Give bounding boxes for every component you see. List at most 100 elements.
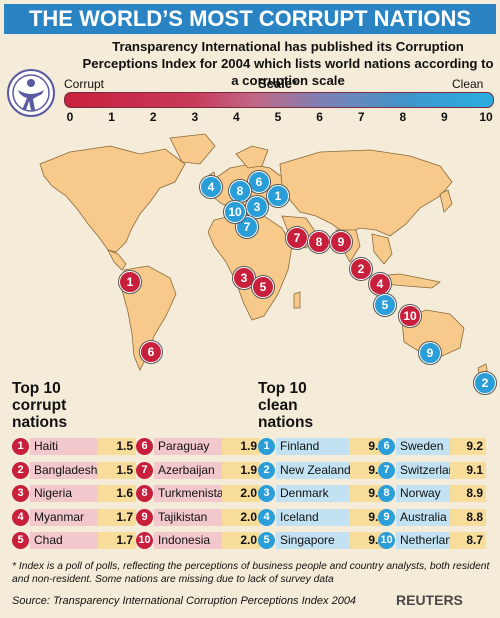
corrupt-heading-line1: Top 10 [12, 380, 61, 397]
row-name-background [276, 508, 350, 526]
clean-row: 2 New Zealand 9.6 [258, 461, 388, 479]
corrupt-heading-line2: corrupt [12, 397, 67, 414]
row-name-background [396, 508, 450, 526]
scale-corrupt-label: Corrupt [64, 77, 105, 91]
rank-badge: 5 [12, 532, 29, 549]
country-name: Sweden [400, 439, 444, 453]
clean-row: 8 Norway 8.9 [378, 485, 486, 502]
rank-badge: 6 [136, 438, 153, 455]
corrupt-row: 7 Azerbaijan 1.9 [136, 461, 260, 479]
row-name-background [276, 485, 350, 502]
row-name-background [30, 508, 98, 526]
map-marker-corrupt-6: 6 [140, 341, 162, 363]
corrupt-row: 2 Bangladesh 1.5 [12, 461, 136, 479]
row-name-background [396, 461, 450, 479]
country-name: Tajikistan [158, 509, 208, 524]
map-marker-corrupt-7: 7 [286, 227, 308, 249]
scale-tick-3: 3 [191, 110, 199, 124]
map-marker-clean-2: 2 [474, 372, 496, 394]
score-value: 1.5 [98, 461, 136, 479]
score-value: 1.9 [222, 461, 260, 479]
clean-row: 9 Australia 8.8 [378, 508, 486, 526]
clean-heading-line3: nations [258, 414, 314, 431]
score-value: 1.7 [98, 532, 136, 549]
map-marker-clean-8: 8 [229, 180, 251, 202]
map-marker-corrupt-1: 1 [119, 271, 141, 293]
country-name: Turkmenistan [158, 486, 231, 500]
score-value: 2.0 [222, 532, 260, 549]
rank-badge: 2 [12, 461, 29, 479]
rank-badge: 1 [12, 438, 29, 455]
country-name: Switzerland [400, 462, 463, 477]
clean-row: 6 Sweden 9.2 [378, 438, 486, 455]
corrupt-row: 3 Nigeria 1.6 [12, 485, 136, 502]
row-name-background [396, 438, 450, 455]
scale-gradient-bar [64, 92, 494, 108]
footnote: * Index is a poll of polls, reflecting t… [12, 561, 490, 585]
country-name: Singapore [280, 533, 335, 547]
clean-row: 10 Netherlands 8.7 [378, 532, 486, 549]
scale-tick-9: 9 [441, 110, 448, 124]
map-marker-corrupt-10: 10 [399, 305, 421, 327]
rank-badge: 2 [258, 461, 275, 479]
map-marker-clean-1: 1 [267, 185, 289, 207]
country-name: Finland [280, 439, 320, 453]
rank-badge: 7 [136, 461, 153, 479]
rank-badge: 9 [378, 508, 395, 526]
corrupt-row: 4 Myanmar 1.7 [12, 508, 136, 526]
row-name-background [276, 532, 350, 549]
corrupt-row: 8 Turkmenistan 2.0 [136, 485, 260, 502]
score-value: 9.2 [450, 438, 486, 455]
country-name: Denmark [280, 486, 329, 500]
row-name-background [276, 461, 350, 479]
country-name: Iceland [280, 509, 319, 524]
score-value: 1.6 [98, 485, 136, 502]
score-value: 8.9 [450, 485, 486, 502]
clean-heading-line2: clean [258, 397, 298, 414]
row-name-background [154, 532, 222, 549]
map-marker-clean-5: 5 [374, 294, 396, 316]
score-value: 1.7 [98, 508, 136, 526]
map-marker-corrupt-9: 9 [330, 231, 352, 253]
country-name: Netherlands [400, 533, 465, 547]
score-value: 8.8 [450, 508, 486, 526]
scale-tick-1: 1 [108, 110, 115, 124]
subtitle: Transparency International has published… [82, 39, 494, 88]
clean-row: 5 Singapore 9.3 [258, 532, 388, 549]
scale-tick-0: 0 [66, 110, 74, 124]
scale-tick-2: 2 [149, 110, 157, 124]
row-name-background [30, 532, 98, 549]
rank-badge: 1 [258, 438, 275, 455]
score-value: 9.1 [450, 461, 486, 479]
row-name-background [154, 485, 222, 502]
row-name-background [154, 461, 222, 479]
corrupt-heading: Top 10 corrupt nations [12, 380, 67, 431]
corrupt-heading-line3: nations [12, 414, 68, 431]
scale-tick-8: 8 [399, 110, 407, 124]
map-marker-clean-4: 4 [200, 176, 222, 198]
row-name-background [30, 438, 98, 455]
map-marker-corrupt-4: 4 [369, 273, 391, 295]
scale-title: Scale* [258, 76, 298, 91]
page-title: THE WORLD’S MOST CORRUPT NATIONS [28, 6, 472, 31]
country-name: Australia [400, 509, 447, 524]
scale-tick-6: 6 [316, 110, 323, 124]
map-marker-clean-10: 10 [224, 201, 246, 223]
rank-badge: 10 [378, 532, 395, 549]
map-marker-corrupt-2: 2 [350, 258, 372, 280]
map-marker-clean-9: 9 [419, 342, 441, 364]
map-marker-clean-3: 3 [246, 196, 268, 218]
clean-row: 3 Denmark 9.5 [258, 485, 388, 502]
corrupt-row: 1 Haiti 1.5 [12, 438, 136, 455]
map-marker-clean-6: 6 [248, 171, 270, 193]
score-value: 1.5 [98, 438, 136, 455]
country-name: Nigeria [34, 486, 73, 500]
score-value: 2.0 [222, 508, 260, 526]
country-name: Bangladesh [34, 462, 98, 477]
score-value: 8.7 [450, 532, 486, 549]
row-name-background [30, 485, 98, 502]
map-marker-corrupt-5: 5 [252, 276, 274, 298]
scale-tick-10: 10 [479, 110, 493, 124]
rank-badge: 4 [258, 508, 275, 526]
row-name-background [30, 461, 98, 479]
